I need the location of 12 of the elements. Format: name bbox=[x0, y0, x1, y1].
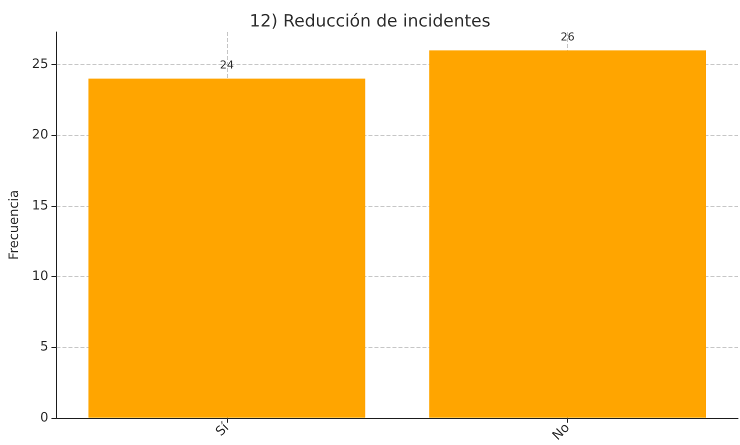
y-tick-label: 0 bbox=[40, 410, 48, 426]
x-tick-label: No bbox=[550, 420, 573, 444]
chart-title: 12) Reducción de incidentes bbox=[250, 12, 491, 32]
data-label: 26 bbox=[560, 30, 575, 44]
y-tick-label: 25 bbox=[32, 57, 48, 72]
y-axis-title: Frecuencia bbox=[7, 190, 22, 260]
y-tick-label: 20 bbox=[32, 128, 48, 143]
y-tick-label: 5 bbox=[40, 340, 48, 355]
y-tick-label: 15 bbox=[32, 198, 48, 214]
data-label: 24 bbox=[220, 58, 234, 72]
x-tick-label: Sí bbox=[213, 420, 232, 440]
y-tick-label: 10 bbox=[32, 268, 48, 284]
